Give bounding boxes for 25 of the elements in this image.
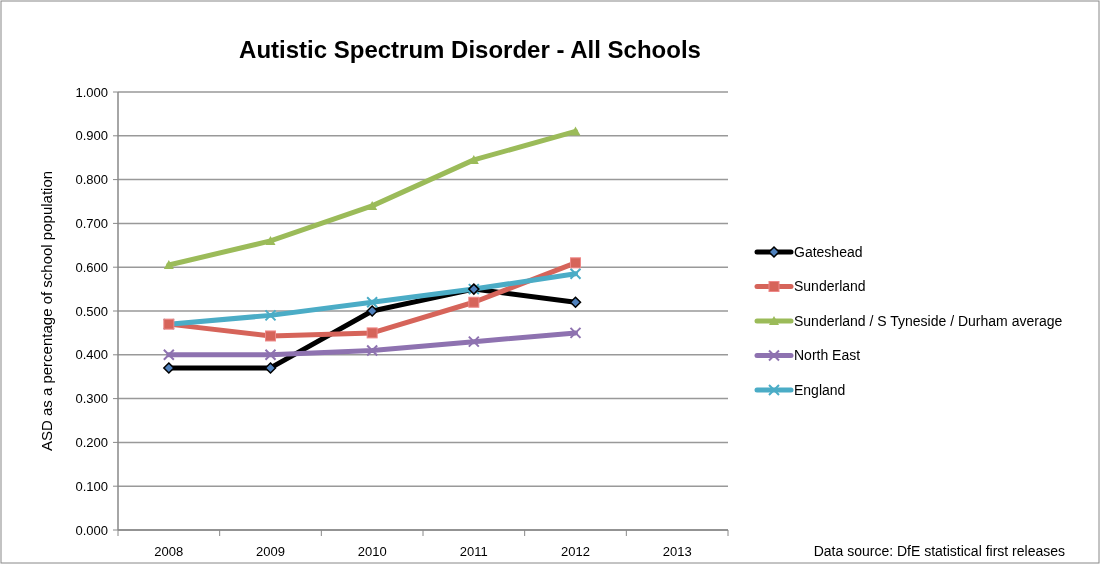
x-tick-label: 2011 bbox=[459, 544, 488, 559]
y-tick-label: 0.700 bbox=[75, 215, 108, 231]
y-tick-label: 0.900 bbox=[75, 128, 108, 144]
chart-title: Autistic Spectrum Disorder - All Schools bbox=[239, 36, 701, 63]
x-tick-label: 2012 bbox=[561, 544, 590, 559]
x-tick-label: 2008 bbox=[154, 544, 184, 559]
y-axis-title: ASD as a percentage of school population bbox=[38, 170, 55, 452]
y-tick-label: 0.800 bbox=[75, 172, 108, 188]
y-tick-label: 0.200 bbox=[75, 434, 108, 450]
x-tick-label: 2009 bbox=[256, 544, 285, 559]
y-tick-label: 0.600 bbox=[75, 259, 108, 275]
legend-label: England bbox=[794, 381, 846, 398]
y-tick-label: 0.100 bbox=[75, 478, 108, 494]
y-tick-label: 1.000 bbox=[75, 84, 108, 100]
y-tick-label: 0.500 bbox=[75, 303, 108, 319]
legend-label: Gateshead bbox=[794, 243, 863, 260]
x-tick-label: 2013 bbox=[662, 544, 692, 559]
x-tick-label: 2010 bbox=[357, 544, 387, 559]
legend-label: North East bbox=[794, 347, 861, 364]
source-note: Data source: DfE statistical first releases bbox=[813, 543, 1065, 559]
legend-label: Sunderland bbox=[794, 278, 866, 295]
y-tick-label: 0.400 bbox=[75, 347, 108, 363]
y-tick-label: 0.000 bbox=[75, 522, 108, 538]
legend-label: Sunderland / S Tyneside / Durham average bbox=[794, 312, 1063, 329]
y-tick-label: 0.300 bbox=[75, 391, 108, 407]
